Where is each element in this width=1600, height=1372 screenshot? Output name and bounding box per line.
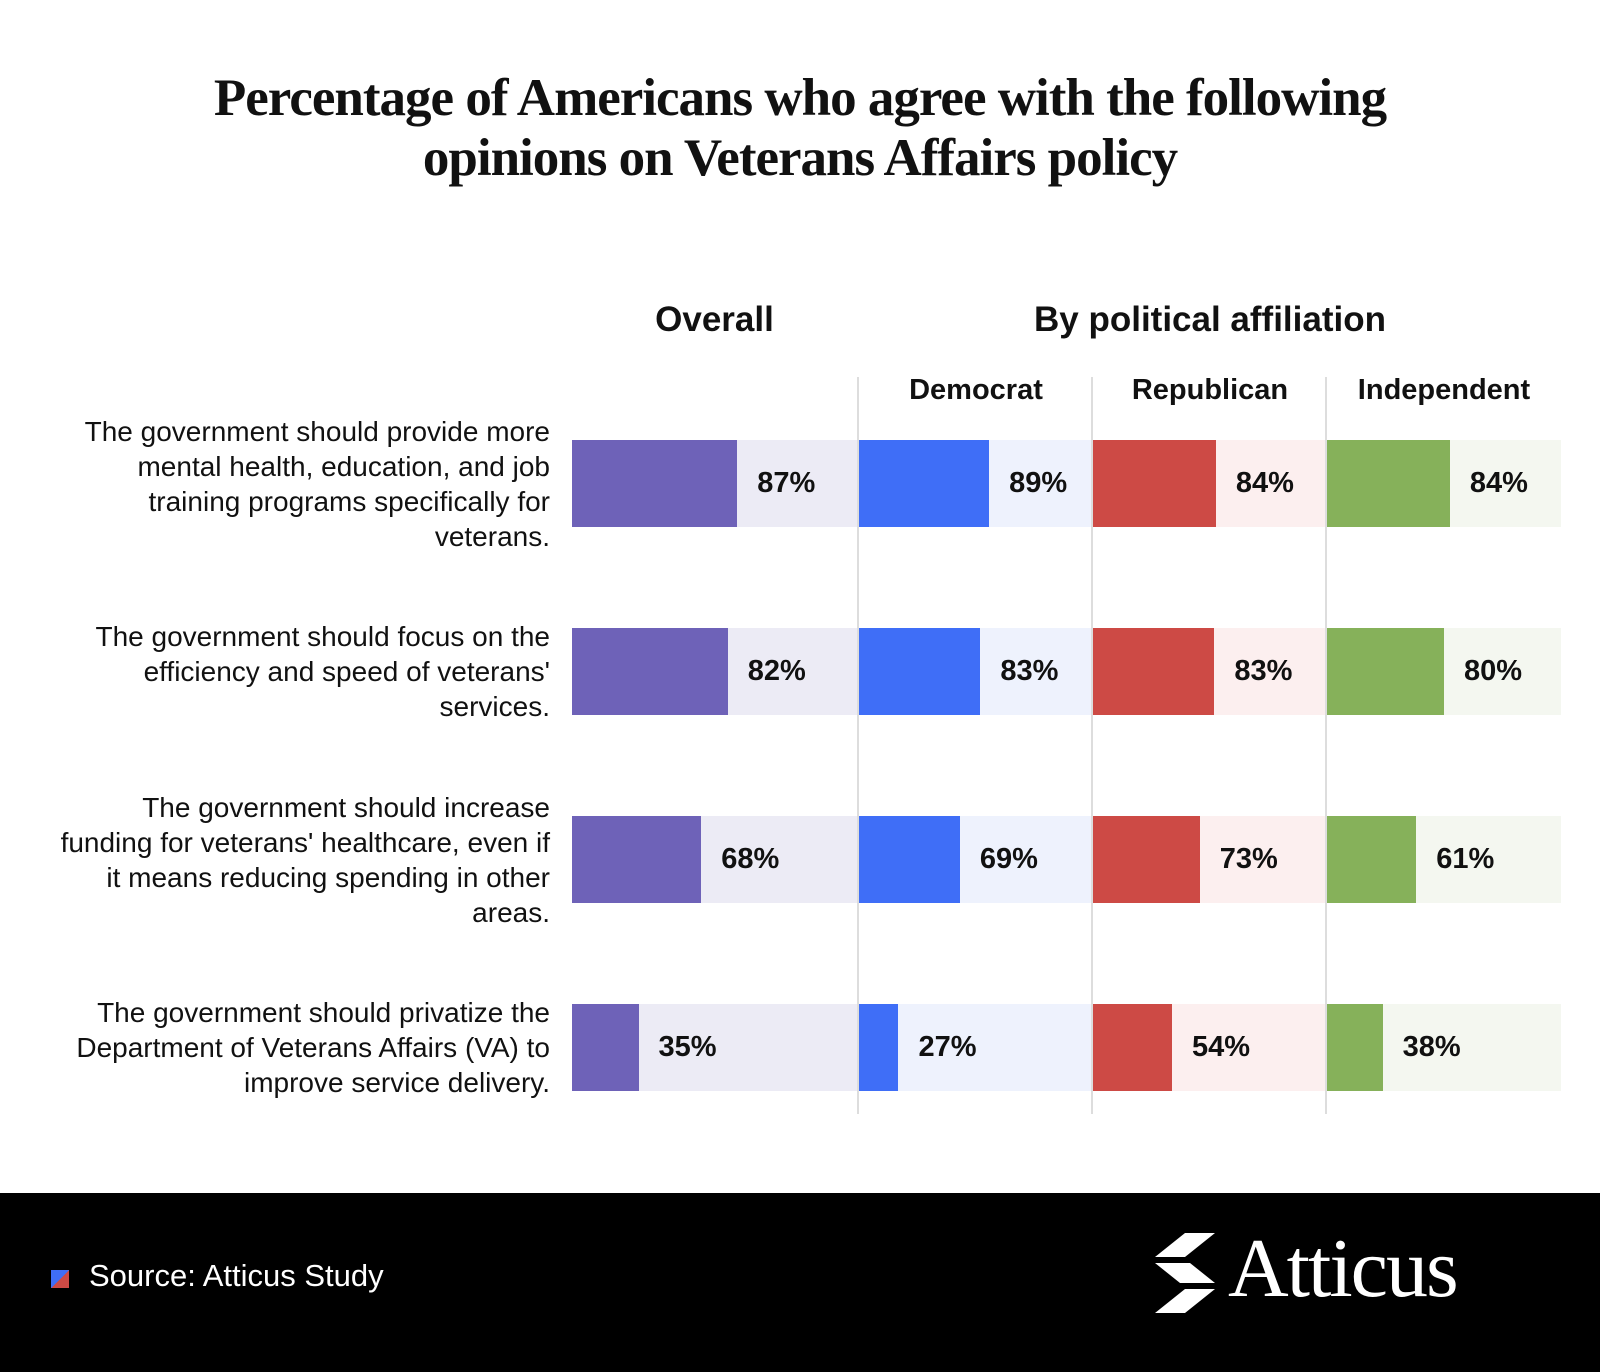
- value-label: 54%: [1191, 1031, 1251, 1063]
- bar: [572, 1004, 639, 1091]
- category-label: The government should provide more menta…: [84, 415, 550, 552]
- bar: [1093, 1004, 1172, 1091]
- bar: [859, 1004, 899, 1091]
- separator: [857, 377, 859, 1114]
- value-label: 82%: [747, 655, 806, 687]
- value-label: 84%: [1469, 467, 1528, 499]
- value-label: 89%: [1009, 467, 1068, 499]
- brand: Atticus: [1228, 1222, 1459, 1315]
- bar: [859, 440, 990, 527]
- legend-label: Democrat: [909, 374, 1043, 406]
- panel-heading: Overall: [655, 300, 774, 339]
- bar: [859, 628, 981, 715]
- bar: [859, 816, 960, 903]
- bar: [1093, 816, 1200, 903]
- value-label: 35%: [658, 1031, 717, 1063]
- value-label: 68%: [721, 843, 780, 875]
- chart-title: Percentage of Americans who agree with t…: [213, 69, 1387, 187]
- brand-logo: [1155, 1233, 1215, 1313]
- value-label: 73%: [1219, 843, 1278, 875]
- separator: [1325, 377, 1327, 1114]
- source-icon: [51, 1270, 69, 1288]
- value-label: 83%: [1000, 655, 1059, 687]
- source: Source: Atticus Study: [89, 1258, 384, 1293]
- value-label: 27%: [918, 1031, 977, 1063]
- bar: [572, 816, 702, 903]
- bar: [1327, 816, 1417, 903]
- value-label: 61%: [1436, 843, 1495, 875]
- value-label: 69%: [979, 843, 1038, 875]
- group-heading: By political affiliation: [1034, 300, 1386, 339]
- bar: [572, 628, 728, 715]
- bar: [1327, 1004, 1383, 1091]
- bar: [572, 440, 738, 527]
- bar: [1093, 628, 1215, 715]
- category-label: The government should increase funding f…: [60, 791, 550, 928]
- separator: [1091, 377, 1093, 1114]
- footer: [0, 1193, 1600, 1372]
- bar: [1093, 440, 1216, 527]
- value-label: 38%: [1402, 1031, 1461, 1063]
- bar: [1327, 440, 1450, 527]
- legend-label: Republican: [1131, 374, 1289, 406]
- legend-label: Independent: [1357, 374, 1531, 406]
- category-label: The government should privatize the Depa…: [76, 997, 550, 1098]
- value-label: 83%: [1234, 655, 1293, 687]
- bar: [1327, 628, 1444, 715]
- value-label: 80%: [1464, 655, 1523, 687]
- category-label: The government should focus on the effic…: [95, 621, 550, 722]
- value-label: 84%: [1235, 467, 1294, 499]
- value-label: 87%: [757, 467, 816, 499]
